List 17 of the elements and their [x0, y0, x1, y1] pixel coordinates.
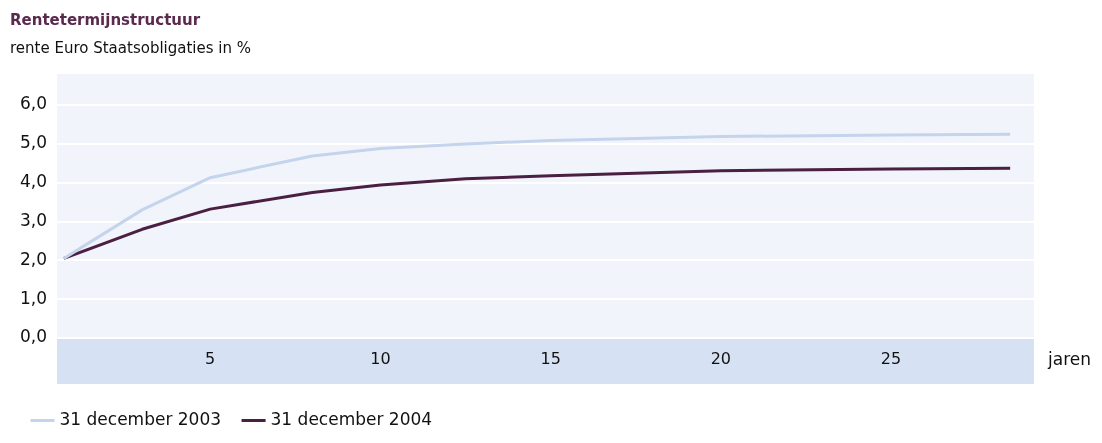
y-tick-label: 2,0 [19, 248, 48, 269]
x-tick-label: 10 [370, 348, 391, 368]
chart-subtitle: rente Euro Staatsobligaties in % [10, 38, 252, 57]
legend-label: 31 december 2004 [270, 408, 433, 429]
x-axis-title: jaren [1047, 349, 1091, 370]
y-tick-label: 3,0 [19, 209, 48, 230]
y-tick-label: 6,0 [19, 93, 48, 114]
x-tick-label: 5 [205, 348, 216, 368]
x-tick-label: 20 [710, 348, 732, 368]
y-tick-label: 1,0 [19, 287, 48, 308]
chart-title: Rentetermijnstructuur [10, 10, 201, 29]
x-tick-label: 15 [540, 348, 561, 368]
y-tick-label: 0,0 [19, 326, 48, 347]
x-tick-label: 25 [880, 348, 902, 368]
y-tick-label: 4,0 [19, 171, 48, 192]
legend-label: 31 december 2003 [59, 408, 222, 429]
y-tick-label: 5,0 [19, 132, 48, 153]
